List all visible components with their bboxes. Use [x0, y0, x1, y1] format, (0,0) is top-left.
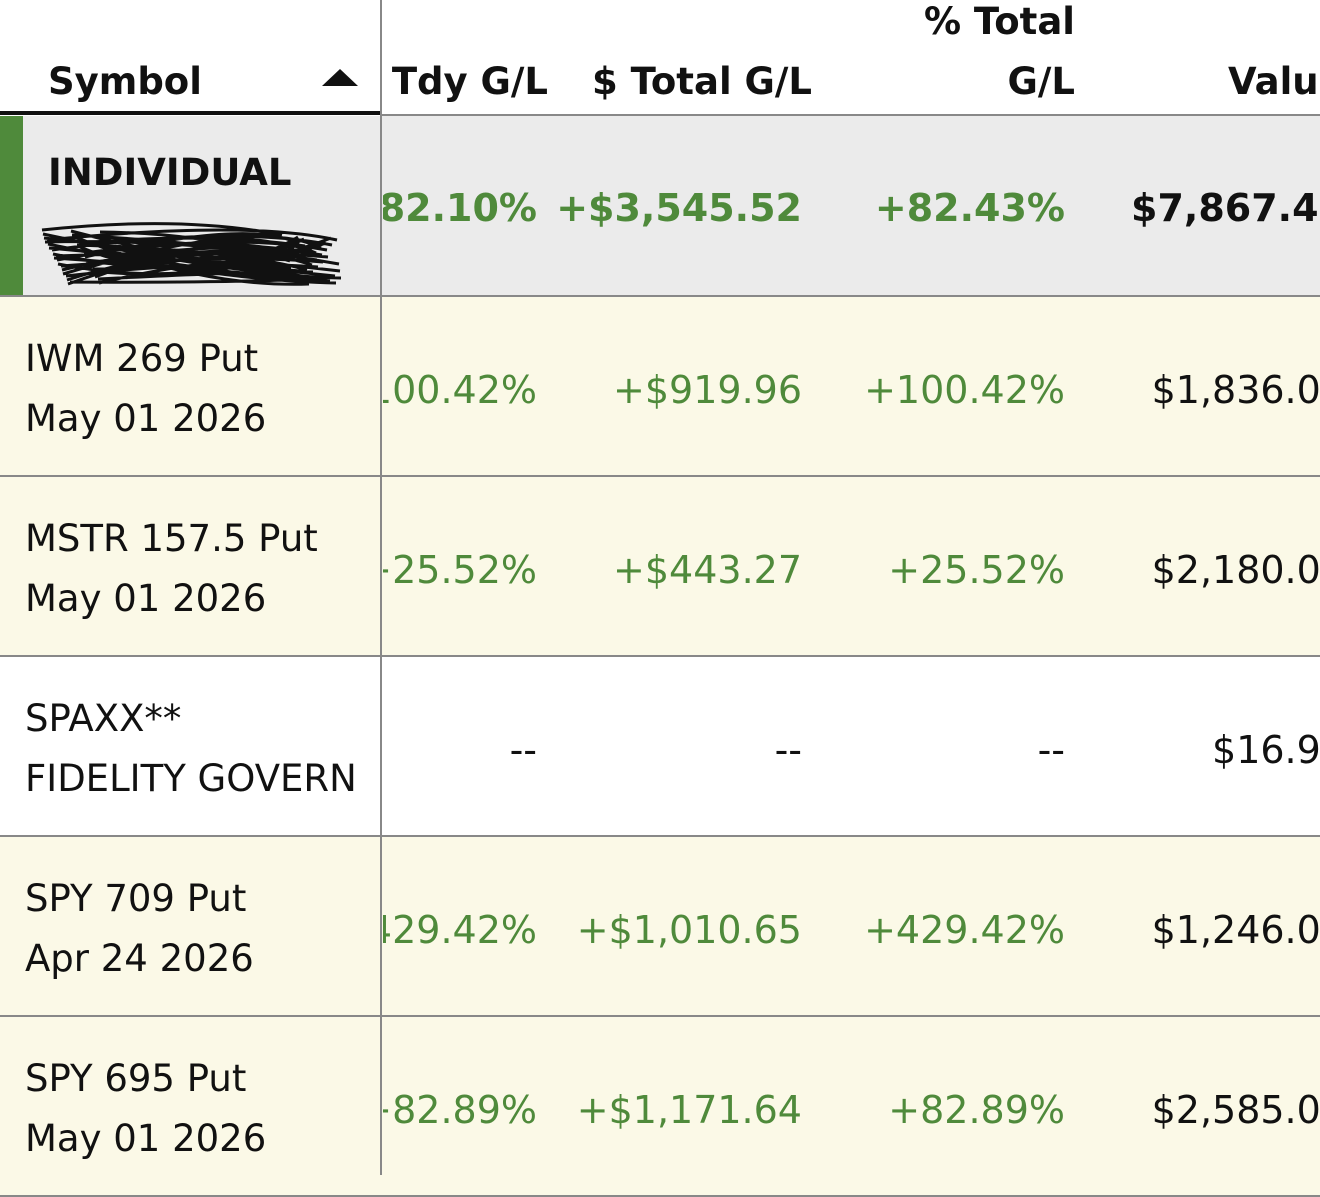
row-border: [0, 295, 1320, 297]
holding-symbol: IWM 269 Put: [25, 337, 259, 380]
cell-pct: +82.43%: [874, 186, 1065, 230]
holding-description: May 01 2026: [25, 577, 267, 620]
header-tdy[interactable]: Tdy G/L: [391, 60, 548, 103]
cell-total: +$1,171.64: [576, 1088, 802, 1132]
holding-description: FIDELITY GOVERN: [25, 757, 357, 800]
cell-pct: --: [1037, 728, 1065, 772]
cell-value: $1,836.00: [1151, 368, 1320, 412]
cell-total: +$443.27: [613, 548, 802, 592]
cell-tdy: +82.10%: [383, 186, 537, 230]
holding-row-bg: [0, 837, 1320, 1015]
holding-symbol: SPY 709 Put: [25, 877, 247, 920]
column-divider: [380, 0, 382, 1175]
cell-tdy: +82.89%: [383, 1088, 537, 1132]
cell-tdy: +25.52%: [383, 548, 537, 592]
holding-description: May 01 2026: [25, 397, 267, 440]
holding-symbol: SPY 695 Put: [25, 1057, 247, 1100]
account-name: INDIVIDUAL: [48, 151, 292, 194]
cell-value: $1,246.00: [1151, 908, 1320, 952]
header-total[interactable]: $ Total G/L: [591, 60, 812, 103]
row-border: [0, 835, 1320, 837]
account-bar: [0, 116, 23, 295]
cell-value: $7,867.48: [1131, 186, 1320, 230]
cell-value: $2,585.00: [1151, 1088, 1320, 1132]
row-border: [0, 1015, 1320, 1017]
header-pct[interactable]: G/L: [1007, 60, 1075, 103]
holding-description: Apr 24 2026: [25, 937, 254, 980]
header-value[interactable]: Value: [1228, 60, 1320, 103]
holding-row-bg: [0, 657, 1320, 835]
header-symbol[interactable]: Symbol: [48, 60, 202, 103]
redaction-scribble: [41, 222, 342, 286]
cell-pct: +100.42%: [864, 368, 1065, 412]
row-border: [0, 655, 1320, 657]
header-pct[interactable]: % Total: [923, 0, 1075, 43]
cell-total: +$1,010.65: [576, 908, 802, 952]
cell-tdy: +429.42%: [383, 908, 537, 952]
cell-pct: +429.42%: [864, 908, 1065, 952]
holding-description: May 01 2026: [25, 1117, 267, 1160]
cell-value: $16.93: [1212, 728, 1320, 772]
header-underline: [0, 111, 381, 115]
row-border: [0, 475, 1320, 477]
cell-pct: +82.89%: [888, 1088, 1065, 1132]
holding-row-bg: [0, 297, 1320, 475]
cell-total: --: [774, 728, 802, 772]
cell-tdy: +100.42%: [383, 368, 537, 412]
holding-symbol: SPAXX**: [25, 697, 182, 740]
holding-symbol: MSTR 157.5 Put: [25, 517, 318, 560]
cell-value: $2,180.00: [1151, 548, 1320, 592]
holding-row-bg: [0, 1017, 1320, 1195]
holding-row-bg: [0, 477, 1320, 655]
cell-pct: +25.52%: [888, 548, 1065, 592]
cell-total: +$919.96: [613, 368, 802, 412]
header-border: [381, 114, 1320, 116]
cell-tdy: --: [509, 728, 537, 772]
cell-total: +$3,545.52: [560, 186, 802, 230]
sort-arrow[interactable]: [320, 66, 360, 90]
